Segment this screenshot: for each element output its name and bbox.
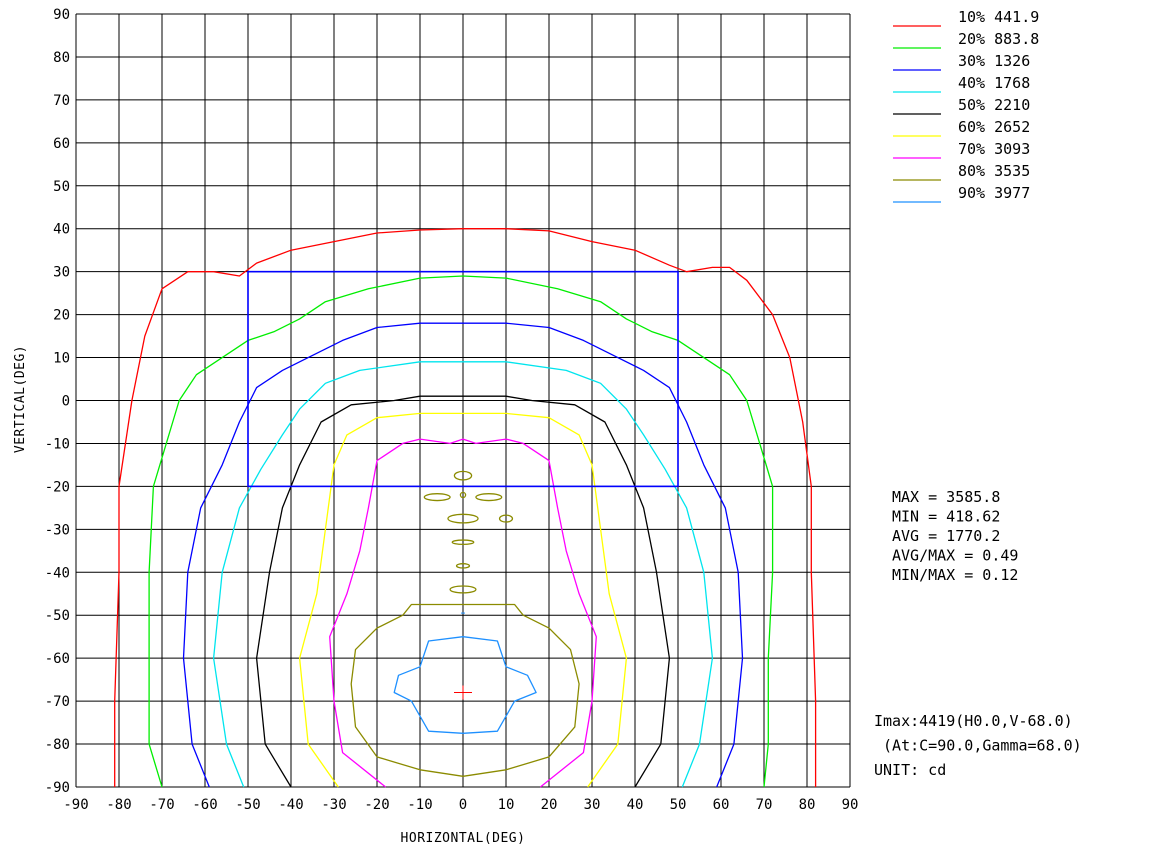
y-tick-label: -50 — [45, 608, 70, 624]
imax-info: Imax:4419(H0.0,V-68.0) (At:C=90.0,Gamma=… — [874, 712, 1082, 779]
x-tick-label: 0 — [459, 797, 467, 813]
legend-label: 90% 3977 — [958, 184, 1030, 202]
y-tick-label: 20 — [53, 308, 70, 324]
contour-islands — [423, 470, 514, 594]
x-tick-label: -40 — [278, 797, 303, 813]
y-axis-title: VERTICAL(DEG) — [13, 345, 28, 453]
x-tick-label: -50 — [235, 797, 260, 813]
contour-island — [455, 563, 471, 569]
y-tick-label: -70 — [45, 694, 70, 710]
legend-label: 30% 1326 — [958, 52, 1030, 70]
imax-line: Imax:4419(H0.0,V-68.0) — [874, 712, 1073, 730]
legend-label: 20% 883.8 — [958, 30, 1039, 48]
contour-lines — [114, 228, 817, 788]
x-axis-title: HORIZONTAL(DEG) — [401, 831, 526, 846]
x-tick-label: 10 — [498, 797, 515, 813]
contour-island — [449, 585, 477, 594]
target-rectangle — [247, 270, 679, 488]
contour-island — [451, 539, 475, 546]
x-tick-label: -80 — [106, 797, 131, 813]
stat-line: MIN = 418.62 — [892, 508, 1000, 526]
x-tick-label: -60 — [192, 797, 217, 813]
contour-island — [447, 513, 479, 524]
contour-line — [329, 438, 597, 788]
contour-line — [114, 228, 817, 787]
legend-label: 60% 2652 — [958, 118, 1030, 136]
contour-line — [350, 603, 580, 777]
contour-line — [148, 275, 774, 788]
contour-island — [423, 493, 451, 502]
contour-line — [298, 412, 628, 788]
y-tick-label: -20 — [45, 479, 70, 495]
imax-line: (At:C=90.0,Gamma=68.0) — [874, 737, 1082, 755]
x-tick-label: -90 — [63, 797, 88, 813]
y-tick-label: 50 — [53, 179, 70, 195]
contour-island — [498, 514, 514, 523]
legend-label: 80% 3535 — [958, 162, 1030, 180]
x-tick-label: -10 — [407, 797, 432, 813]
imax-line: UNIT: cd — [874, 761, 946, 779]
y-tick-label: 30 — [53, 265, 70, 281]
contour-island — [475, 493, 503, 502]
legend-label: 50% 2210 — [958, 96, 1030, 114]
stat-line: AVG/MAX = 0.49 — [892, 547, 1018, 565]
tick-labels: -90 -80 -70 -60 -50 -40 -30 -20 -10 0 10 20 30 40 50 60… — [45, 7, 859, 813]
y-tick-label: 90 — [53, 7, 70, 23]
legend-label: 10% 441.9 — [958, 8, 1039, 26]
contour-island — [459, 491, 467, 499]
x-tick-label: 20 — [541, 797, 558, 813]
y-tick-label: -10 — [45, 436, 70, 452]
y-tick-label: 0 — [62, 394, 70, 410]
markers — [247, 270, 679, 700]
y-tick-label: 70 — [53, 93, 70, 109]
x-tick-label: 40 — [627, 797, 644, 813]
y-tick-label: -30 — [45, 522, 70, 538]
stat-line: AVG = 1770.2 — [892, 527, 1000, 545]
y-tick-label: 80 — [53, 50, 70, 66]
y-tick-label: -40 — [45, 565, 70, 581]
x-tick-label: 30 — [584, 797, 601, 813]
y-tick-label: 60 — [53, 136, 70, 152]
y-tick-label: -80 — [45, 737, 70, 753]
contour-line — [393, 636, 537, 734]
legend-label: 40% 1768 — [958, 74, 1030, 92]
y-tick-label: -90 — [45, 780, 70, 796]
contour-line — [182, 322, 744, 788]
x-tick-label: 60 — [713, 797, 730, 813]
x-tick-label: -30 — [321, 797, 346, 813]
x-tick-label: 80 — [799, 797, 816, 813]
x-tick-label: 50 — [670, 797, 687, 813]
y-tick-label: 40 — [53, 222, 70, 238]
legend: 10% 441.9 20% 883.8 30% 1326 40% 1768 50% 22… — [893, 8, 1039, 203]
grid — [75, 13, 851, 788]
y-tick-label: 10 — [53, 351, 70, 367]
x-tick-label: 90 — [842, 797, 859, 813]
x-tick-label: -20 — [364, 797, 389, 813]
y-tick-label: -60 — [45, 651, 70, 667]
x-tick-label: -70 — [149, 797, 174, 813]
legend-label: 70% 3093 — [958, 140, 1030, 158]
contour-line — [212, 361, 714, 788]
stat-line: MIN/MAX = 0.12 — [892, 566, 1018, 584]
stat-line: MAX = 3585.8 — [892, 488, 1000, 506]
x-tick-label: 70 — [756, 797, 773, 813]
contour-line — [255, 395, 671, 788]
contour-island — [453, 470, 473, 481]
